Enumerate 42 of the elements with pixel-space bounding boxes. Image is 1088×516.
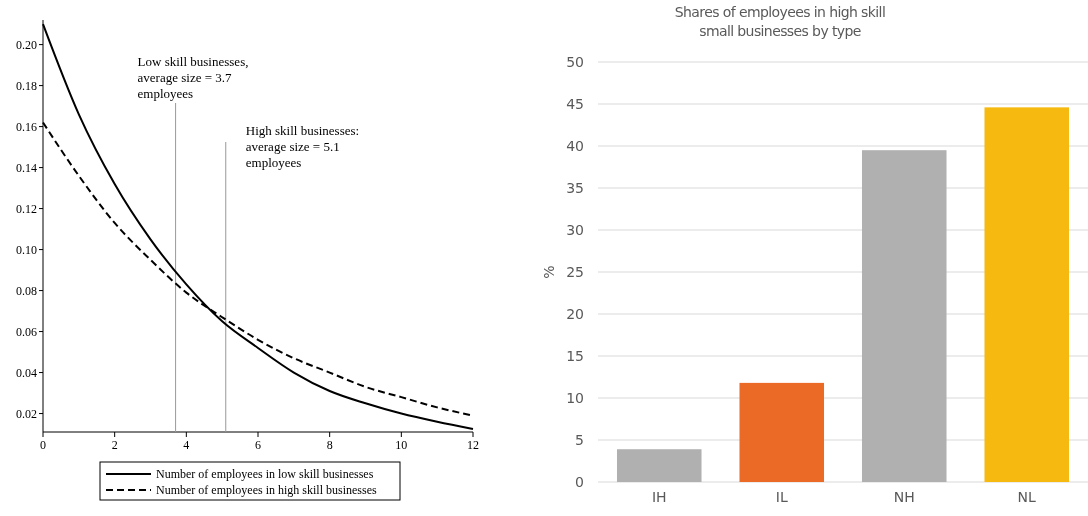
bar bbox=[984, 107, 1070, 482]
y-tick-label: 0.12 bbox=[16, 201, 37, 216]
y-tick-label: 35 bbox=[566, 179, 584, 196]
ref-line-label: Low skill businesses, average size = 3.7 employees bbox=[137, 54, 249, 101]
y-tick-label: 0 bbox=[575, 473, 584, 490]
y-tick-label: 20 bbox=[566, 305, 584, 322]
y-tick-label: 40 bbox=[566, 137, 584, 154]
y-tick-label: 15 bbox=[566, 347, 584, 364]
x-tick-label: 12 bbox=[467, 438, 479, 452]
bar bbox=[739, 382, 825, 482]
x-tick-label: 4 bbox=[183, 438, 190, 452]
legend-label: Number of employees in low skill businesses bbox=[156, 467, 374, 482]
x-tick-label: 10 bbox=[395, 438, 408, 452]
x-tick-label: IL bbox=[775, 489, 788, 505]
y-tick-label: 5 bbox=[575, 431, 584, 448]
y-tick-label: 0.20 bbox=[16, 37, 37, 52]
ref-line-label: High skill businesses: average size = 5.1 employees bbox=[245, 123, 360, 170]
y-tick-label: 0.14 bbox=[16, 160, 37, 175]
y-tick-label: 0.02 bbox=[16, 406, 37, 421]
y-tick-label: 0.06 bbox=[16, 324, 37, 339]
y-tick-label: 0.16 bbox=[16, 119, 37, 134]
y-tick-label: 0.18 bbox=[16, 78, 37, 93]
y-tick-label: 0.10 bbox=[16, 242, 37, 257]
y-tick-label: 30 bbox=[566, 221, 584, 238]
x-tick-label: IH bbox=[651, 489, 667, 505]
bar bbox=[616, 449, 702, 482]
x-tick-label: NL bbox=[1017, 489, 1037, 505]
x-tick-label: NH bbox=[893, 489, 915, 505]
y-tick-label: 10 bbox=[566, 389, 584, 406]
x-tick-label: 0 bbox=[40, 438, 46, 452]
y-axis-title: % bbox=[541, 265, 557, 279]
bar bbox=[861, 150, 947, 482]
legend-label: Number of employees in high skill businesses bbox=[156, 483, 377, 498]
x-tick-label: 8 bbox=[326, 438, 333, 452]
x-tick-label: 2 bbox=[111, 438, 118, 452]
y-tick-label: 50 bbox=[566, 53, 584, 70]
y-tick-label: 45 bbox=[566, 95, 584, 112]
x-tick-label: 6 bbox=[255, 438, 261, 452]
y-tick-label: 0.04 bbox=[16, 365, 37, 380]
y-tick-label: 25 bbox=[566, 263, 584, 280]
y-tick-label: 0.08 bbox=[16, 283, 37, 298]
chart-title: Shares of employees in high skill small businesses by type bbox=[674, 4, 886, 39]
